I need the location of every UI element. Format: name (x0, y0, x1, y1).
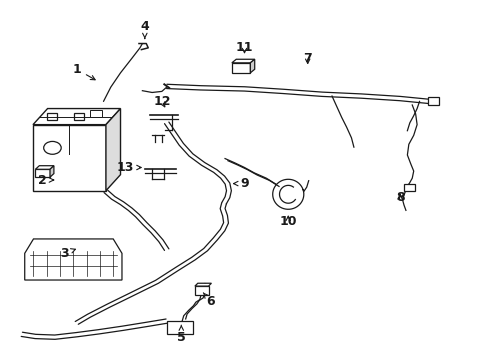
Polygon shape (90, 110, 102, 117)
Text: 3: 3 (60, 247, 75, 260)
Text: 6: 6 (203, 293, 214, 308)
Polygon shape (403, 184, 414, 192)
Polygon shape (195, 283, 211, 286)
Text: 8: 8 (395, 192, 404, 204)
Polygon shape (427, 97, 438, 105)
Polygon shape (25, 239, 122, 280)
Text: 1: 1 (72, 63, 95, 80)
Text: 10: 10 (279, 215, 296, 228)
Polygon shape (33, 125, 106, 191)
Polygon shape (231, 59, 254, 63)
Polygon shape (33, 109, 120, 125)
Polygon shape (50, 166, 54, 177)
Polygon shape (35, 169, 50, 177)
Text: 4: 4 (140, 20, 149, 39)
Polygon shape (250, 59, 254, 73)
Circle shape (43, 141, 61, 154)
Polygon shape (47, 113, 57, 120)
Text: 5: 5 (177, 325, 185, 344)
Polygon shape (166, 321, 193, 334)
Text: 11: 11 (235, 41, 253, 54)
Text: 12: 12 (153, 95, 170, 108)
Polygon shape (231, 63, 250, 73)
Text: 2: 2 (38, 174, 54, 186)
Polygon shape (195, 286, 208, 295)
Polygon shape (35, 166, 54, 169)
Text: 9: 9 (233, 177, 248, 190)
Text: 7: 7 (303, 52, 311, 65)
Polygon shape (106, 109, 120, 191)
Polygon shape (74, 113, 83, 120)
Text: 13: 13 (117, 161, 141, 174)
